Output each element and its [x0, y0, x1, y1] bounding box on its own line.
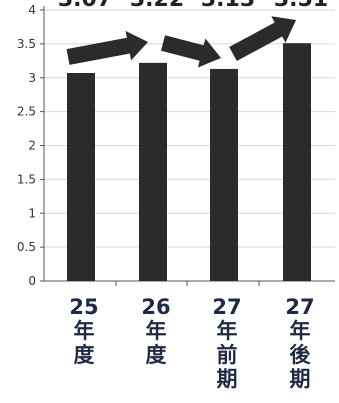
x-category-label: 後: [290, 343, 312, 367]
x-category-label: 前: [217, 343, 238, 367]
x-category-label: 期: [217, 367, 238, 391]
x-category-label: 年: [74, 319, 95, 343]
trend-arrow: [66, 30, 148, 65]
x-category-label: 年: [290, 319, 311, 343]
y-tick-label: 2: [28, 139, 36, 153]
bar: [67, 73, 95, 281]
x-category-label: 期: [290, 367, 311, 391]
y-tick-label: 0: [28, 274, 36, 288]
y-tick-label: 3.5: [17, 37, 36, 51]
labels: 00.511.522.533.543.073.223.133.5125年度26年…: [17, 0, 328, 391]
y-tick-label: 1.5: [17, 172, 36, 186]
x-category-label: 26: [141, 295, 170, 319]
x-category-label: 年: [146, 319, 167, 343]
x-category-label: 27: [285, 295, 314, 319]
bar: [139, 62, 167, 281]
y-tick-label: 0.5: [17, 240, 36, 254]
x-category-label: 年: [217, 319, 238, 343]
x-category-label: 27: [212, 295, 241, 319]
data-label: 3.22: [130, 0, 184, 12]
x-category-label: 25: [69, 295, 98, 319]
y-tick-label: 3: [28, 71, 36, 85]
data-label: 3.07: [58, 0, 112, 12]
trend-arrows: [66, 16, 296, 68]
bars: [67, 43, 311, 282]
y-tick-label: 2.5: [17, 105, 36, 119]
data-label: 3.51: [274, 0, 328, 12]
trend-arrow: [229, 16, 296, 61]
trend-arrow: [161, 35, 221, 68]
data-label: 3.13: [201, 0, 255, 12]
x-category-label: 度: [74, 343, 95, 367]
bar: [210, 68, 238, 281]
bar: [283, 43, 311, 282]
x-category-label: 度: [146, 343, 167, 367]
y-tick-label: 1: [28, 206, 36, 220]
y-tick-label: 4: [28, 3, 36, 17]
